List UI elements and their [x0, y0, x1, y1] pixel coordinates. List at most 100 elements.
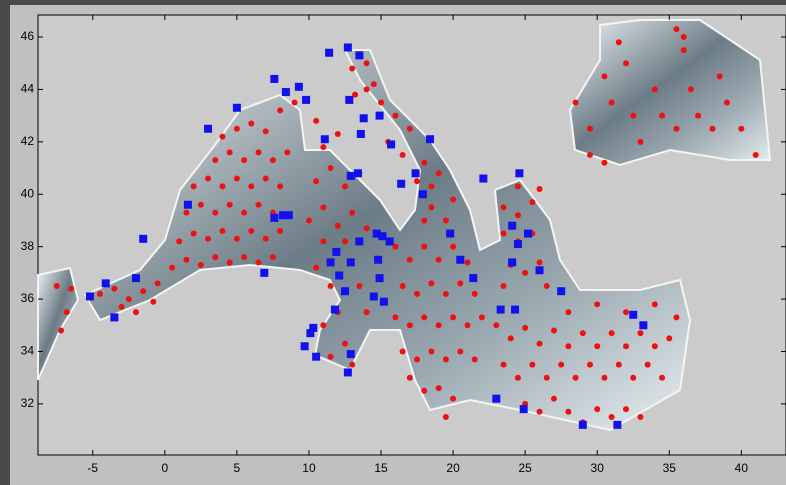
station-square: [387, 140, 395, 148]
station-dot: [349, 210, 355, 216]
station-dot: [277, 107, 283, 113]
station-square: [344, 368, 352, 376]
station-dot: [400, 283, 406, 289]
station-square: [270, 75, 278, 83]
station-dot: [356, 283, 362, 289]
station-square: [380, 298, 388, 306]
station-dot: [97, 291, 103, 297]
station-dot: [673, 26, 679, 32]
station-dot: [111, 286, 117, 292]
station-square: [515, 169, 523, 177]
station-dot: [219, 228, 225, 234]
station-dot: [601, 160, 607, 166]
station-dot: [738, 126, 744, 132]
station-square: [479, 175, 487, 183]
station-dot: [652, 86, 658, 92]
station-dot: [277, 228, 283, 234]
station-dot: [378, 100, 384, 106]
y-tick-label: 32: [21, 396, 35, 410]
station-dot: [436, 170, 442, 176]
station-dot: [436, 385, 442, 391]
station-square: [376, 274, 384, 282]
station-dot: [400, 348, 406, 354]
station-dot: [119, 304, 125, 310]
station-dot: [306, 217, 312, 223]
station-dot: [234, 126, 240, 132]
station-dot: [219, 134, 225, 140]
station-square: [302, 96, 310, 104]
station-dot: [537, 409, 543, 415]
y-tick-label: 40: [21, 186, 35, 200]
station-dot: [58, 328, 64, 334]
station-dot: [529, 362, 535, 368]
station-square: [321, 135, 329, 143]
station-square: [386, 237, 394, 245]
x-tick-label: 35: [663, 461, 677, 475]
station-dot: [616, 39, 622, 45]
station-dot: [623, 60, 629, 66]
station-dot: [637, 414, 643, 420]
station-dot: [623, 343, 629, 349]
station-square: [285, 211, 293, 219]
station-dot: [493, 322, 499, 328]
station-square: [347, 172, 355, 180]
station-dot: [212, 157, 218, 163]
station-dot: [133, 309, 139, 315]
station-dot: [673, 126, 679, 132]
station-square: [102, 279, 110, 287]
station-square: [629, 311, 637, 319]
station-dot: [673, 314, 679, 320]
station-square: [357, 130, 365, 138]
station-square: [536, 266, 544, 274]
station-dot: [616, 362, 622, 368]
x-tick-label: 40: [735, 461, 749, 475]
y-tick-label: 42: [21, 134, 35, 148]
station-dot: [558, 362, 564, 368]
station-square: [508, 258, 516, 266]
station-square: [360, 114, 368, 122]
station-square: [524, 230, 532, 238]
station-dot: [335, 131, 341, 137]
station-dot: [234, 176, 240, 182]
station-square: [520, 405, 528, 413]
station-dot: [256, 259, 262, 265]
station-square: [345, 96, 353, 104]
station-dot: [248, 228, 254, 234]
station-dot: [551, 396, 557, 402]
station-dot: [515, 183, 521, 189]
station-square: [514, 240, 522, 248]
station-square: [497, 306, 505, 314]
station-dot: [183, 257, 189, 263]
station-dot: [515, 375, 521, 381]
station-square: [446, 230, 454, 238]
x-tick-label: -5: [87, 461, 98, 475]
station-dot: [501, 362, 507, 368]
station-dot: [587, 152, 593, 158]
station-dot: [428, 204, 434, 210]
x-tick-label: 15: [374, 461, 388, 475]
station-square: [327, 258, 335, 266]
station-square: [204, 125, 212, 133]
station-dot: [328, 283, 334, 289]
station-dot: [241, 157, 247, 163]
station-square: [110, 313, 118, 321]
station-dot: [601, 375, 607, 381]
station-dot: [256, 202, 262, 208]
station-dot: [472, 291, 478, 297]
station-square: [347, 258, 355, 266]
page: {"chart_data": {"type": "scatter", "xlim…: [0, 0, 786, 485]
station-square: [426, 135, 434, 143]
station-dot: [54, 283, 60, 289]
station-dot: [565, 409, 571, 415]
station-dot: [414, 356, 420, 362]
station-dot: [126, 296, 132, 302]
y-tick-label: 38: [21, 239, 35, 253]
station-square: [332, 248, 340, 256]
station-dot: [313, 178, 319, 184]
station-dot: [320, 204, 326, 210]
station-dot: [659, 113, 665, 119]
station-dot: [212, 254, 218, 260]
station-dot: [227, 149, 233, 155]
station-dot: [594, 301, 600, 307]
station-dot: [277, 183, 283, 189]
